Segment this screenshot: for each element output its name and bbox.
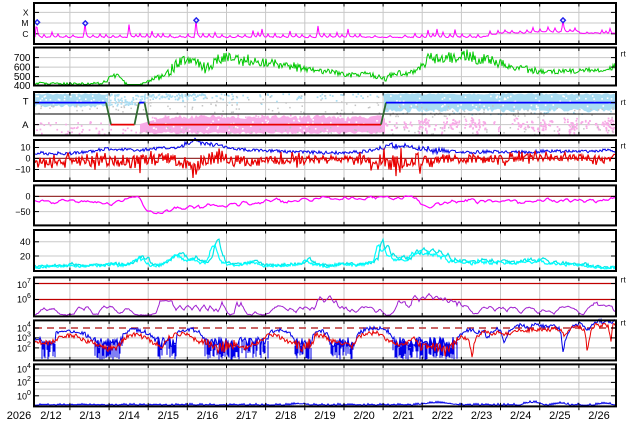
svg-text:2: 2 [27,342,31,349]
svg-text:2/24: 2/24 [510,410,531,422]
svg-text:2/17: 2/17 [236,410,257,422]
svg-text:40: 40 [20,237,31,248]
svg-text:X: X [23,7,29,17]
svg-text:2/13: 2/13 [79,410,100,422]
svg-text:2/19: 2/19 [314,410,335,422]
svg-text:rt: rt [621,317,627,327]
svg-text:2/12: 2/12 [40,410,61,422]
svg-text:0: 0 [25,192,30,202]
svg-text:2/26: 2/26 [588,410,609,422]
svg-text:600: 600 [14,63,31,74]
svg-text:2/22: 2/22 [432,410,453,422]
svg-text:C: C [22,29,28,39]
svg-text:500: 500 [14,72,31,83]
svg-text:2/14: 2/14 [118,410,139,422]
svg-text:2026: 2026 [7,410,31,422]
svg-text:−50: −50 [15,207,30,217]
svg-text:10: 10 [17,365,27,375]
svg-text:4: 4 [27,363,31,370]
svg-text:10: 10 [17,333,27,343]
svg-text:0: 0 [27,390,31,397]
svg-text:2/20: 2/20 [353,410,374,422]
svg-text:3: 3 [27,331,31,338]
svg-text:T: T [23,97,29,108]
svg-text:2/16: 2/16 [197,410,218,422]
svg-text:2/21: 2/21 [393,410,414,422]
svg-text:4: 4 [27,322,31,329]
svg-text:rt: rt [621,97,627,107]
svg-text:0: 0 [25,154,30,164]
svg-text:rt: rt [621,141,627,151]
svg-text:10: 10 [17,323,27,333]
svg-text:2/25: 2/25 [549,410,570,422]
svg-text:rt: rt [621,49,627,59]
svg-text:M: M [21,18,28,28]
svg-text:10: 10 [17,343,27,353]
svg-text:700: 700 [14,53,31,64]
svg-text:7: 7 [27,278,31,285]
svg-text:20: 20 [20,251,31,262]
svg-text:2/23: 2/23 [471,410,492,422]
svg-text:6: 6 [27,293,31,300]
svg-text:rt: rt [621,274,627,284]
svg-text:A: A [22,120,29,131]
svg-text:−10: −10 [15,165,30,175]
svg-text:2: 2 [27,376,31,383]
svg-text:10: 10 [17,280,27,290]
svg-text:10: 10 [17,378,27,388]
svg-text:10: 10 [17,295,27,305]
svg-text:10: 10 [20,143,30,153]
svg-text:10: 10 [17,392,27,402]
svg-text:2/15: 2/15 [158,410,179,422]
svg-text:2/18: 2/18 [275,410,296,422]
svg-text:400: 400 [14,81,31,92]
